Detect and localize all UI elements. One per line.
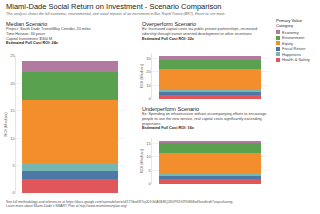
html-text:Ex: Increased capital costs vi: Ex: Increased capital costs via public p… bbox=[142, 27, 257, 36]
html-text:Estimated Full Cost ROI: 32x: Estimated Full Cost ROI: 32x bbox=[142, 36, 194, 41]
html-text:Project: South Dade TransitWay: Project: South Dade TransitWay Corridor,… bbox=[6, 27, 91, 31]
svg-text:20: 20 bbox=[146, 69, 151, 74]
svg-text:0: 0 bbox=[148, 181, 151, 186]
svg-text:10: 10 bbox=[10, 136, 15, 141]
svg-text:15: 15 bbox=[146, 141, 151, 146]
svg-text:20: 20 bbox=[10, 81, 15, 86]
svg-text:30: 30 bbox=[146, 56, 151, 61]
html-text:Environment: Environment bbox=[282, 35, 305, 41]
html-text:Fiscal Return: Fiscal Return bbox=[282, 46, 306, 52]
html-text:Health & Safety: Health & Safety bbox=[282, 57, 310, 63]
svg-text:ROI (Median): ROI (Median) bbox=[3, 112, 8, 137]
html-text:Capital Investment: $300 M: Capital Investment: $300 M bbox=[6, 36, 53, 41]
svg-text:5: 5 bbox=[148, 168, 151, 173]
svg-text:0: 0 bbox=[12, 190, 15, 195]
html-text:Primary Value Category: Primary Value Category bbox=[276, 18, 302, 28]
html-text:Overperform Scenario: Overperform Scenario bbox=[142, 21, 197, 27]
html-text:Underperform Scenario: Underperform Scenario bbox=[142, 106, 200, 112]
svg-text:10: 10 bbox=[146, 83, 151, 88]
html-text:Estimated Full Cost ROI: 16x: Estimated Full Cost ROI: 16x bbox=[142, 126, 194, 131]
svg-text:ROI (Median): ROI (Median) bbox=[139, 148, 144, 173]
svg-text:25: 25 bbox=[10, 53, 15, 58]
html-text:Median Scenario: Median Scenario bbox=[6, 21, 48, 27]
html-text:Ex: Spending on infrastructure: Ex: Spending on infrastructure without a… bbox=[142, 112, 267, 126]
svg-text:5: 5 bbox=[12, 163, 15, 168]
html-text:Economy: Economy bbox=[282, 29, 299, 35]
html-text:This analysis shows the full e: This analysis shows the full economic, e… bbox=[6, 12, 226, 16]
html-text:Equity: Equity bbox=[282, 40, 294, 46]
svg-text:ROI (Median): ROI (Median) bbox=[139, 63, 144, 88]
html-text:Estimated Full Cost ROI: 24x: Estimated Full Cost ROI: 24x bbox=[6, 41, 58, 46]
svg-text:10: 10 bbox=[146, 154, 151, 159]
html-text:Miami-Dade Social Return on In: Miami-Dade Social Return on Investment -… bbox=[6, 2, 222, 11]
svg-text:0: 0 bbox=[148, 96, 151, 101]
html-text:See full methodology and refer: See full methodology and references at h… bbox=[6, 200, 233, 204]
svg-text:15: 15 bbox=[10, 108, 15, 113]
html-text:Learn more about Miami-Dade's: Learn more about Miami-Dade's SMART Plan… bbox=[6, 204, 127, 209]
html-text:Time Horizon: 30 years: Time Horizon: 30 years bbox=[6, 31, 46, 36]
html-text:Happiness: Happiness bbox=[282, 51, 301, 57]
